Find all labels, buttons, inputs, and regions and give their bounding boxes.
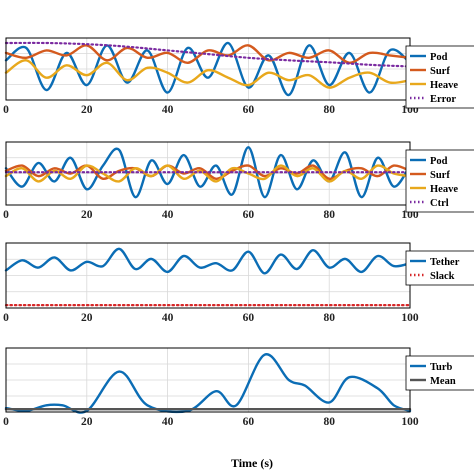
- legend-entry: Mean: [430, 376, 456, 387]
- xtick-label: 20: [81, 209, 93, 221]
- panel-1-xticks: 0 20 40 60 80 100: [3, 104, 419, 116]
- legend-entry: Error: [430, 94, 456, 105]
- legend-entry: Slack: [430, 271, 455, 282]
- legend-box: [405, 355, 474, 391]
- legend-entry: Tether: [430, 257, 460, 268]
- panel-3: 0 20 40 60 80 100 Tether Slack: [3, 242, 474, 324]
- series-line-turb: [4, 353, 412, 414]
- xtick-label: 80: [323, 104, 335, 116]
- legend-entry: Heave: [430, 80, 458, 91]
- xtick-label: 20: [81, 312, 93, 324]
- xtick-label: 20: [81, 104, 93, 116]
- legend-entry: Pod: [430, 52, 448, 63]
- legend-entry: Turb: [430, 362, 453, 373]
- panel-2-series: [4, 146, 412, 199]
- legend-box: [405, 149, 474, 213]
- panel-2: 0 20 40 60 80 100 Pod Surf Heave Ctrl: [3, 141, 474, 221]
- panel-4-grid: [6, 348, 410, 412]
- xtick-label: 0: [3, 416, 9, 428]
- panel-4-legend: Turb Mean: [405, 355, 474, 391]
- xtick-label: 0: [3, 209, 9, 221]
- panel-4: 0 20 40 60 80 100 Turb Mean: [3, 347, 474, 428]
- panel-3-grid: [6, 243, 410, 308]
- legend-entry: Pod: [430, 156, 448, 167]
- series-line-tether: [4, 247, 412, 275]
- panel-1-series: [4, 41, 412, 97]
- xtick-label: 80: [323, 416, 335, 428]
- panel-4-series: [4, 353, 412, 414]
- legend-box: [405, 250, 474, 286]
- xtick-label: 80: [323, 312, 335, 324]
- xtick-label: 0: [3, 312, 9, 324]
- legend-entry: Heave: [430, 184, 458, 195]
- xtick-label: 40: [162, 104, 174, 116]
- legend-entry: Surf: [430, 170, 450, 181]
- xtick-label: 60: [243, 312, 255, 324]
- xtick-label: 60: [243, 416, 255, 428]
- legend-entry: Surf: [430, 66, 450, 77]
- xtick-label: 80: [323, 209, 335, 221]
- xtick-label: 60: [243, 104, 255, 116]
- panel-2-legend: Pod Surf Heave Ctrl: [405, 149, 474, 213]
- series-line-heave: [4, 59, 412, 89]
- xtick-label: 100: [401, 416, 419, 428]
- panel-3-legend: Tether Slack: [405, 250, 474, 286]
- series-line-error: [4, 41, 412, 68]
- xtick-label: 60: [243, 209, 255, 221]
- xtick-label: 40: [162, 416, 174, 428]
- panel-3-series: [4, 247, 412, 307]
- xtick-label: 20: [81, 416, 93, 428]
- panel-3-xticks: 0 20 40 60 80 100: [3, 312, 419, 324]
- xtick-label: 0: [3, 104, 9, 116]
- panel-1: 0 20 40 60 80 100 Pod Surf Heave Error: [3, 37, 474, 116]
- panel-1-legend: Pod Surf Heave Error: [405, 45, 474, 109]
- panel-2-xticks: 0 20 40 60 80 100: [3, 209, 419, 221]
- legend-entry: Ctrl: [430, 198, 449, 209]
- x-axis-label: Time (s): [231, 456, 273, 470]
- panel-4-xticks: 0 20 40 60 80 100: [3, 416, 419, 428]
- xtick-label: 40: [162, 209, 174, 221]
- xtick-label: 40: [162, 312, 174, 324]
- xtick-label: 100: [401, 312, 419, 324]
- series-line-surf: [4, 44, 412, 64]
